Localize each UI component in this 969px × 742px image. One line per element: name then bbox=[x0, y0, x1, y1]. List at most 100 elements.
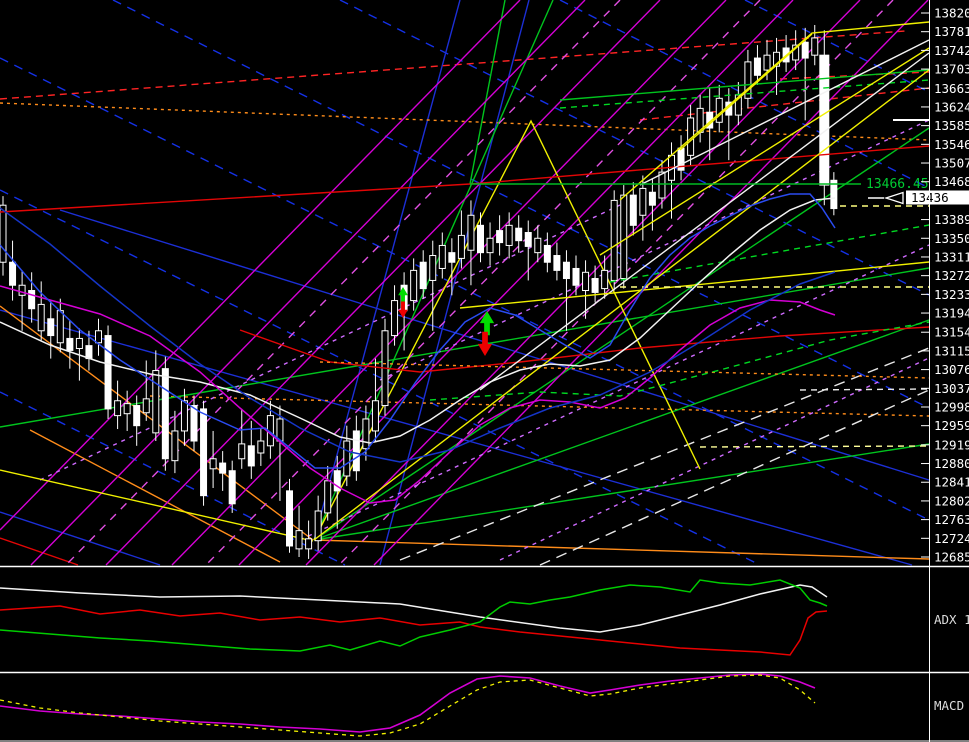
candlestick bbox=[123, 403, 131, 415]
candlestick bbox=[715, 97, 723, 123]
buy-arrow-icon bbox=[479, 311, 495, 336]
price-axis[interactable]: 13820 13781 13742 13703 13663 13624 13585 13546… bbox=[921, 6, 969, 565]
axis-tick-label: 13076 bbox=[934, 362, 969, 377]
trend-line bbox=[313, 69, 930, 541]
candlestick bbox=[133, 405, 141, 427]
trend-line bbox=[429, 321, 930, 401]
trend-line bbox=[499, 357, 930, 561]
candlestick bbox=[534, 237, 542, 254]
overlay-lines-top bbox=[0, 21, 930, 541]
candlestick bbox=[18, 284, 26, 296]
candlestick bbox=[209, 458, 217, 470]
candlestick bbox=[37, 303, 45, 332]
candlestick bbox=[601, 269, 609, 290]
trend-line bbox=[459, 261, 930, 309]
candlestick bbox=[66, 337, 74, 351]
trend-line bbox=[679, 33, 813, 151]
candlestick bbox=[161, 368, 169, 460]
trend-line bbox=[313, 539, 930, 560]
candlestick bbox=[639, 187, 647, 216]
candlestick bbox=[438, 244, 446, 269]
axis-tick-label: 13272 bbox=[934, 268, 969, 283]
minus-di-line bbox=[0, 605, 828, 656]
moving-average-line bbox=[0, 285, 836, 504]
candlestick bbox=[477, 224, 484, 254]
candlestick bbox=[9, 261, 17, 286]
candlestick bbox=[773, 51, 781, 67]
candlestick bbox=[753, 57, 761, 76]
macd-panel[interactable] bbox=[0, 673, 816, 737]
trend-line bbox=[59, 209, 930, 481]
candlestick bbox=[429, 255, 437, 281]
axis-tick-label: 13154 bbox=[934, 325, 969, 340]
signal-arrows bbox=[398, 287, 495, 356]
trend-line bbox=[379, 119, 930, 381]
level-13466-label: 13466.45 bbox=[866, 177, 929, 192]
candlestick bbox=[286, 490, 293, 547]
axis-tick-label: 13781 bbox=[934, 24, 969, 39]
axis-tick-label: 12724 bbox=[934, 531, 969, 546]
axis-tick-label: 13663 bbox=[934, 81, 969, 96]
candlestick bbox=[180, 400, 188, 432]
axis-tick-label: 12841 bbox=[934, 475, 969, 490]
axis-tick-label: 13546 bbox=[934, 137, 969, 152]
trend-line bbox=[399, 347, 930, 561]
trend-line bbox=[29, 429, 281, 563]
trend-line bbox=[0, 102, 930, 141]
candlestick bbox=[410, 269, 418, 302]
candlestick bbox=[295, 530, 303, 550]
axis-tick-label: 13585 bbox=[934, 118, 969, 133]
axis-tick-label: 13820 bbox=[934, 6, 969, 21]
trend-line bbox=[0, 309, 913, 566]
axis-tick-label: 12959 bbox=[934, 418, 969, 433]
axis-tick-label: 13742 bbox=[934, 43, 969, 58]
candlestick bbox=[238, 443, 246, 460]
axis-tick-label: 13311 bbox=[934, 249, 969, 264]
candlestick bbox=[496, 230, 504, 244]
candlestick bbox=[219, 462, 227, 474]
trend-line bbox=[0, 469, 314, 542]
trend-line bbox=[599, 47, 930, 256]
candlestick bbox=[75, 337, 83, 350]
candlestick bbox=[457, 234, 465, 259]
trend-line bbox=[0, 57, 930, 521]
trend-line bbox=[0, 537, 79, 566]
candlestick bbox=[620, 194, 628, 280]
adx-panel-label: ADX 1 bbox=[934, 612, 969, 627]
candlestick bbox=[228, 470, 236, 505]
trend-line bbox=[299, 244, 930, 541]
trend-line bbox=[0, 511, 161, 566]
buy-arrow-icon bbox=[398, 287, 408, 304]
candlestick bbox=[572, 267, 580, 286]
moving-average-line bbox=[0, 207, 836, 463]
trend-line bbox=[559, 79, 930, 109]
axis-tick-label: 12919 bbox=[934, 437, 969, 452]
candlestick bbox=[819, 54, 830, 186]
candlestick bbox=[763, 54, 771, 71]
adx-panel[interactable] bbox=[0, 579, 828, 656]
candlestick bbox=[142, 398, 150, 414]
moving-average-line bbox=[0, 197, 836, 444]
axis-tick-label: 13194 bbox=[934, 306, 969, 321]
axis-tick-label: 13624 bbox=[934, 99, 969, 114]
candlestick bbox=[658, 171, 666, 199]
moving-average-curves bbox=[0, 193, 836, 504]
candlestick bbox=[0, 204, 7, 263]
candlestick bbox=[467, 214, 475, 251]
candlestick bbox=[448, 252, 456, 263]
candlestick bbox=[371, 400, 379, 432]
trend-line bbox=[0, 0, 521, 531]
trend-line bbox=[0, 30, 906, 100]
axis-tick-label: 13389 bbox=[934, 212, 969, 227]
candlestick bbox=[811, 37, 819, 56]
trend-line bbox=[619, 21, 930, 201]
candlestick bbox=[562, 261, 570, 280]
candlestick bbox=[152, 370, 160, 434]
candlestick bbox=[391, 300, 399, 337]
candlestick bbox=[95, 330, 102, 344]
axis-tick-label: 13703 bbox=[934, 62, 969, 77]
axis-tick-label: 12880 bbox=[934, 456, 969, 471]
trend-line bbox=[39, 204, 621, 481]
